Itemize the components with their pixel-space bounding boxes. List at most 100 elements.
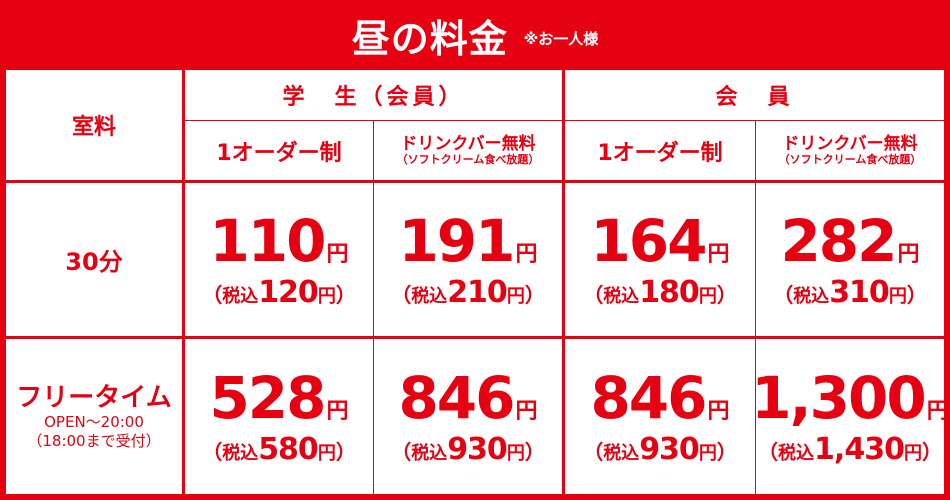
tax-yen: 円 bbox=[506, 442, 525, 464]
divider-student-sub bbox=[373, 120, 374, 494]
header-group-student: 学 生（会員） bbox=[185, 70, 562, 120]
price-yen: 円 bbox=[515, 241, 538, 267]
price-line: 528 円 bbox=[209, 369, 348, 427]
header-member-order-label: 1オーダー制 bbox=[597, 140, 723, 166]
tax-open: （ bbox=[758, 439, 779, 464]
price-cell: 110 円 （ 税込 120 円 ） bbox=[185, 183, 373, 336]
price-value: 528 bbox=[209, 363, 326, 432]
tax-line: （ 税込 120 円 ） bbox=[202, 274, 356, 310]
row-label-freetime: フリータイム OPEN～20:00 （18:00まで受付） bbox=[6, 339, 182, 494]
tax-open: （ bbox=[391, 282, 412, 307]
header-member-order: 1オーダー制 bbox=[565, 121, 755, 180]
divider-row bbox=[6, 336, 944, 339]
tax-value: 120 bbox=[258, 274, 319, 310]
tax-close: ） bbox=[335, 439, 356, 464]
price-line: 846 円 bbox=[590, 369, 729, 427]
price-yen: 円 bbox=[707, 398, 730, 424]
price-line: 282 円 bbox=[780, 212, 919, 270]
tax-open: （ bbox=[391, 439, 412, 464]
tax-value: 180 bbox=[639, 274, 700, 310]
tax-open: （ bbox=[202, 439, 223, 464]
tax-close: ） bbox=[921, 439, 942, 464]
header-group-student-label: 学 生（会員） bbox=[282, 85, 465, 110]
header-member-drinkbar-label: ドリンクバー無料 bbox=[782, 133, 918, 154]
tax-label: 税込 bbox=[603, 442, 640, 464]
tax-line: （ 税込 180 円 ） bbox=[583, 274, 737, 310]
tax-label: 税込 bbox=[222, 285, 259, 307]
tax-line: （ 税込 580 円 ） bbox=[202, 431, 356, 467]
tax-label: 税込 bbox=[222, 442, 259, 464]
tax-value: 580 bbox=[258, 431, 319, 467]
price-cell: 846 円 （ 税込 930 円 ） bbox=[565, 339, 755, 494]
tax-close: ） bbox=[716, 282, 737, 307]
divider-header-bottom bbox=[6, 180, 944, 183]
price-yen: 円 bbox=[707, 241, 730, 267]
header-student-drinkbar-note: （ソフトクリーム食べ放題） bbox=[396, 152, 540, 166]
header-member-drinkbar-note: （ソフトクリーム食べ放題） bbox=[778, 152, 922, 166]
page-title: 昼の料金 bbox=[351, 16, 508, 61]
tax-value: 930 bbox=[639, 431, 700, 467]
price-value: 110 bbox=[209, 206, 326, 275]
tax-line: （ 税込 1,430 円 ） bbox=[758, 431, 942, 467]
tax-value: 210 bbox=[447, 274, 508, 310]
tax-close: ） bbox=[716, 439, 737, 464]
row-label-hours: OPEN～20:00 bbox=[44, 412, 144, 431]
row-label-reception: （18:00まで受付） bbox=[27, 431, 161, 450]
price-yen: 円 bbox=[515, 398, 538, 424]
row-label-text: フリータイム bbox=[16, 382, 172, 413]
tax-open: （ bbox=[583, 282, 604, 307]
tax-value: 310 bbox=[829, 274, 890, 310]
tax-value: 930 bbox=[447, 431, 508, 467]
tax-yen: 円 bbox=[506, 285, 525, 307]
tax-close: ） bbox=[335, 282, 356, 307]
tax-yen: 円 bbox=[698, 285, 717, 307]
row-label-30min: 30分 bbox=[6, 183, 182, 336]
header-group-member-label: 会 員 bbox=[715, 85, 794, 110]
price-yen: 円 bbox=[926, 398, 949, 424]
header-group-member: 会 員 bbox=[565, 70, 944, 120]
price-cell: 528 円 （ 税込 580 円 ） bbox=[185, 339, 373, 494]
tax-label: 税込 bbox=[411, 285, 448, 307]
price-line: 164 円 bbox=[590, 212, 729, 270]
divider-group bbox=[562, 70, 565, 494]
tax-open: （ bbox=[773, 282, 794, 307]
price-line: 191 円 bbox=[398, 212, 537, 270]
header-room-label: 室料 bbox=[71, 115, 116, 140]
tax-yen: 円 bbox=[698, 442, 717, 464]
tax-label: 税込 bbox=[411, 442, 448, 464]
tax-open: （ bbox=[202, 282, 223, 307]
header-member-drinkbar: ドリンクバー無料 （ソフトクリーム食べ放題） bbox=[756, 121, 944, 180]
title-bar: 昼の料金 ※お一人様 bbox=[0, 0, 950, 70]
tax-line: （ 税込 310 円 ） bbox=[773, 274, 927, 310]
tax-open: （ bbox=[583, 439, 604, 464]
price-table: 室料 学 生（会員） 会 員 1オーダー制 ドリンクバー無料 （ソフトクリーム食… bbox=[6, 70, 949, 494]
tax-close: ） bbox=[524, 439, 545, 464]
tax-line: （ 税込 930 円 ） bbox=[391, 431, 545, 467]
tax-close: ） bbox=[524, 282, 545, 307]
title-note: ※お一人様 bbox=[523, 29, 599, 48]
tax-yen: 円 bbox=[317, 285, 336, 307]
tax-close: ） bbox=[906, 282, 927, 307]
price-value: 846 bbox=[398, 363, 515, 432]
price-cell: 164 円 （ 税込 180 円 ） bbox=[565, 183, 755, 336]
price-yen: 円 bbox=[326, 398, 349, 424]
tax-line: （ 税込 930 円 ） bbox=[583, 431, 737, 467]
price-cell: 191 円 （ 税込 210 円 ） bbox=[374, 183, 562, 336]
price-value: 191 bbox=[398, 206, 515, 275]
price-line: 846 円 bbox=[398, 369, 537, 427]
divider-header-mid bbox=[182, 120, 944, 121]
header-room: 室料 bbox=[6, 70, 182, 180]
tax-label: 税込 bbox=[793, 285, 830, 307]
header-student-drinkbar: ドリンクバー無料 （ソフトクリーム食べ放題） bbox=[374, 121, 562, 180]
tax-value: 1,430 bbox=[814, 431, 905, 467]
price-cell: 282 円 （ 税込 310 円 ） bbox=[756, 183, 944, 336]
tax-yen: 円 bbox=[888, 285, 907, 307]
tax-yen: 円 bbox=[317, 442, 336, 464]
tax-label: 税込 bbox=[778, 442, 815, 464]
header-student-drinkbar-label: ドリンクバー無料 bbox=[400, 133, 536, 154]
tax-line: （ 税込 210 円 ） bbox=[391, 274, 545, 310]
divider-member-sub bbox=[755, 120, 756, 494]
price-value: 846 bbox=[590, 363, 707, 432]
tax-label: 税込 bbox=[603, 285, 640, 307]
